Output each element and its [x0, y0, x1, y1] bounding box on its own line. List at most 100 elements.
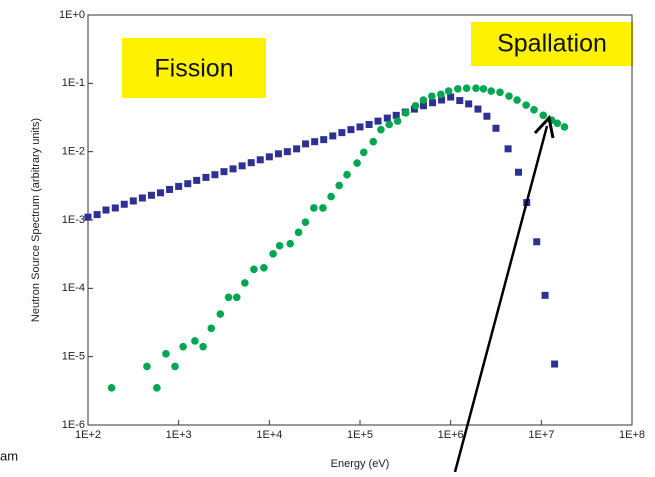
point: [84, 213, 92, 221]
cut-text: am: [0, 448, 18, 463]
point: [437, 90, 445, 99]
point: [138, 194, 146, 202]
spallation-label: Spallation: [497, 30, 607, 58]
point: [487, 87, 496, 95]
point: [274, 150, 282, 158]
point: [465, 100, 473, 108]
point: [107, 384, 116, 392]
point: [193, 176, 201, 184]
point: [419, 96, 428, 104]
point: [162, 350, 170, 358]
point: [329, 132, 337, 140]
point: [293, 145, 301, 153]
x-tick-label: 1E+3: [166, 429, 192, 441]
point: [347, 126, 355, 134]
x-tick-label: 1E+6: [438, 429, 464, 441]
point: [232, 293, 241, 302]
point: [429, 99, 437, 107]
point: [541, 291, 549, 299]
point: [269, 250, 277, 258]
point: [311, 138, 319, 146]
point: [377, 125, 385, 134]
point: [513, 96, 521, 104]
point: [553, 119, 562, 128]
point: [111, 204, 119, 212]
point: [143, 362, 151, 371]
point: [392, 111, 400, 119]
point: [241, 279, 249, 287]
arrow-head: [533, 114, 555, 139]
point: [504, 145, 512, 153]
point: [530, 105, 538, 114]
point: [179, 342, 187, 351]
point: [120, 200, 128, 208]
x-tick-label: 1E+4: [256, 429, 282, 441]
point: [250, 265, 258, 274]
point: [483, 112, 491, 120]
x-axis-label: Energy (eV): [331, 458, 390, 470]
point: [551, 360, 559, 368]
point: [343, 170, 351, 179]
point: [175, 182, 183, 190]
fission-box: [122, 38, 266, 98]
point: [447, 93, 455, 101]
point: [533, 238, 541, 246]
point: [428, 92, 436, 100]
point: [492, 124, 500, 132]
fission-label: Fission: [154, 55, 233, 83]
point: [369, 137, 378, 146]
y-tick-label: 1E-3: [62, 214, 85, 226]
point: [184, 180, 192, 188]
point: [171, 362, 179, 371]
y-tick-label: 1E-4: [62, 282, 85, 294]
y-axis-label: Neutron Source Spectrum (arbitrary units…: [30, 118, 42, 322]
point: [479, 85, 488, 93]
point: [444, 87, 453, 95]
point: [211, 171, 219, 179]
point: [335, 181, 344, 190]
point: [365, 120, 373, 128]
point: [256, 156, 264, 164]
point: [153, 384, 161, 392]
point: [265, 153, 273, 161]
point: [102, 206, 110, 214]
point: [275, 241, 284, 250]
y-tick-label: 1E-2: [62, 146, 85, 158]
point: [157, 189, 165, 197]
x-tick-label: 1E+2: [75, 429, 101, 441]
point: [327, 192, 335, 201]
point: [438, 96, 446, 104]
arrow-shaft: [453, 125, 549, 473]
point: [199, 342, 207, 351]
point: [229, 165, 237, 173]
point: [216, 310, 225, 318]
point: [283, 148, 291, 156]
spallation-box: [471, 22, 633, 66]
point: [411, 101, 420, 110]
point: [356, 123, 364, 131]
point: [560, 123, 569, 131]
point: [359, 148, 368, 157]
point: [147, 191, 155, 199]
plot-area: 1E+2 1E+3 1E+4 1E+5 1E+6 1E+7 1E+8 1E+0 1E-1 1E-2…: [59, 9, 645, 441]
point: [419, 102, 427, 110]
point: [472, 84, 480, 92]
point: [319, 204, 327, 212]
y-tick-label: 1E+0: [59, 9, 85, 21]
y-tick-label: 1E-5: [62, 351, 85, 363]
point: [522, 101, 530, 109]
point: [207, 324, 216, 333]
point: [383, 114, 391, 122]
point: [385, 120, 394, 129]
point: [515, 168, 523, 176]
point: [301, 218, 310, 226]
point: [462, 84, 471, 92]
point: [260, 263, 268, 272]
point: [202, 173, 210, 181]
x-tick-label: 1E+8: [619, 429, 645, 441]
point: [320, 136, 328, 144]
point: [294, 228, 303, 237]
point: [224, 293, 233, 302]
point: [474, 105, 482, 113]
